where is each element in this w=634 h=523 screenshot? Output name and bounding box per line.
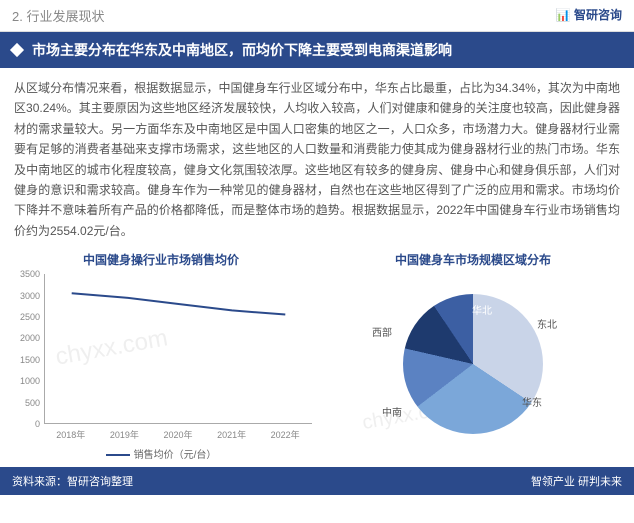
y-tick: 3000 <box>20 291 40 301</box>
section-number: 2. 行业发展现状 <box>12 9 104 24</box>
y-tick: 1500 <box>20 355 40 365</box>
footer-source: 资料来源：智研咨询整理 <box>12 473 133 489</box>
y-tick: 2500 <box>20 312 40 322</box>
body-paragraph: 从区域分布情况来看，根据数据显示，中国健身车行业区域分布中，华东占比最重，占比为… <box>0 68 634 251</box>
y-tick: 2000 <box>20 333 40 343</box>
brand-top: 📊 智研咨询 <box>556 6 622 23</box>
section-header: 2. 行业发展现状 📊 智研咨询 <box>0 0 634 32</box>
y-axis: 0500100015002000250030003500 <box>10 274 44 424</box>
y-tick: 0 <box>35 419 40 429</box>
x-label: 2018年 <box>44 428 98 444</box>
pie-chart-title: 中国健身车市场规模区域分布 <box>322 251 624 268</box>
line-chart-panel: 中国健身操行业市场销售均价 0 500 1000 1500 2000 2500 3000 35… <box>10 251 312 461</box>
legend-dash-icon <box>106 454 130 456</box>
y-tick: 3500 <box>20 269 40 279</box>
pie-chart-panel: 中国健身车市场规模区域分布 chyxx.com 华东中南西部华北东北 <box>322 251 624 461</box>
pie-slice-label: 华北 <box>472 302 492 317</box>
pie-slice-label: 西部 <box>372 324 392 339</box>
line-legend: 销售均价（元/台） <box>10 446 312 461</box>
x-axis: 2018年2019年2020年2021年2022年 <box>44 428 312 444</box>
y-tick: 1000 <box>20 376 40 386</box>
line-plot: chyxx.com <box>44 274 312 424</box>
charts-row: 中国健身操行业市场销售均价 0 500 1000 1500 2000 2500 3000 35… <box>0 251 634 461</box>
line-chart: 0500100015002000250030003500 chyxx.com 2… <box>10 274 312 444</box>
pie-chart: chyxx.com 华东中南西部华北东北 <box>322 274 624 454</box>
footer-bar: 资料来源：智研咨询整理 智领产业 研判未来 <box>0 467 634 495</box>
footer-right: 智领产业 研判未来 <box>531 473 622 489</box>
line-chart-title: 中国健身操行业市场销售均价 <box>10 251 312 268</box>
x-label: 2019年 <box>98 428 152 444</box>
x-label: 2021年 <box>205 428 259 444</box>
pie-slice-label: 华东 <box>522 394 542 409</box>
x-label: 2022年 <box>258 428 312 444</box>
pie-slice-label: 东北 <box>537 316 557 331</box>
title-text: 市场主要分布在华东及中南地区，而均价下降主要受到电商渠道影响 <box>32 40 452 60</box>
title-bar: 市场主要分布在华东及中南地区，而均价下降主要受到电商渠道影响 <box>0 32 634 68</box>
diamond-icon <box>10 43 24 57</box>
pie-slice-label: 中南 <box>382 404 402 419</box>
x-label: 2020年 <box>151 428 205 444</box>
y-tick: 500 <box>25 398 40 408</box>
